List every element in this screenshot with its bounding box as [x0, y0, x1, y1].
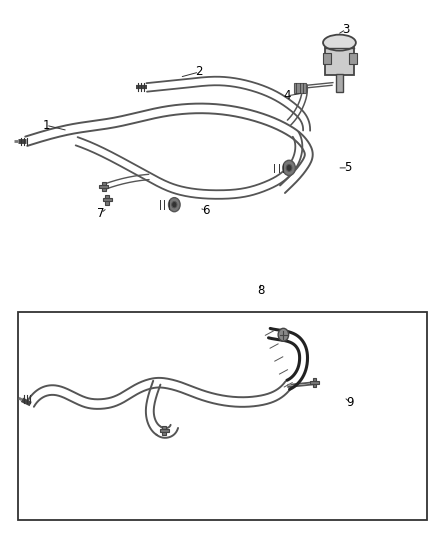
- Text: 5: 5: [345, 161, 352, 174]
- Bar: [102, 198, 112, 201]
- Text: 4: 4: [283, 90, 291, 102]
- Bar: [99, 185, 108, 188]
- Ellipse shape: [323, 35, 356, 51]
- Bar: [105, 195, 110, 205]
- Bar: [18, 312, 427, 520]
- Text: 3: 3: [343, 23, 350, 36]
- Bar: [313, 378, 316, 386]
- Bar: [310, 381, 319, 384]
- Text: 8: 8: [257, 284, 264, 297]
- Bar: [162, 426, 166, 435]
- Circle shape: [169, 198, 180, 212]
- Bar: [325, 42, 354, 75]
- Circle shape: [286, 164, 292, 172]
- Bar: [102, 182, 106, 191]
- Circle shape: [278, 328, 289, 341]
- Text: 1: 1: [42, 119, 50, 132]
- Circle shape: [283, 160, 295, 175]
- Bar: [160, 429, 169, 432]
- Text: 7: 7: [97, 207, 105, 220]
- Bar: [349, 53, 357, 64]
- Text: 2: 2: [195, 66, 203, 78]
- Bar: [323, 53, 331, 64]
- Text: 6: 6: [202, 204, 210, 217]
- Bar: [336, 74, 343, 92]
- Circle shape: [172, 201, 177, 208]
- Text: 9: 9: [346, 396, 354, 409]
- Bar: [294, 83, 306, 93]
